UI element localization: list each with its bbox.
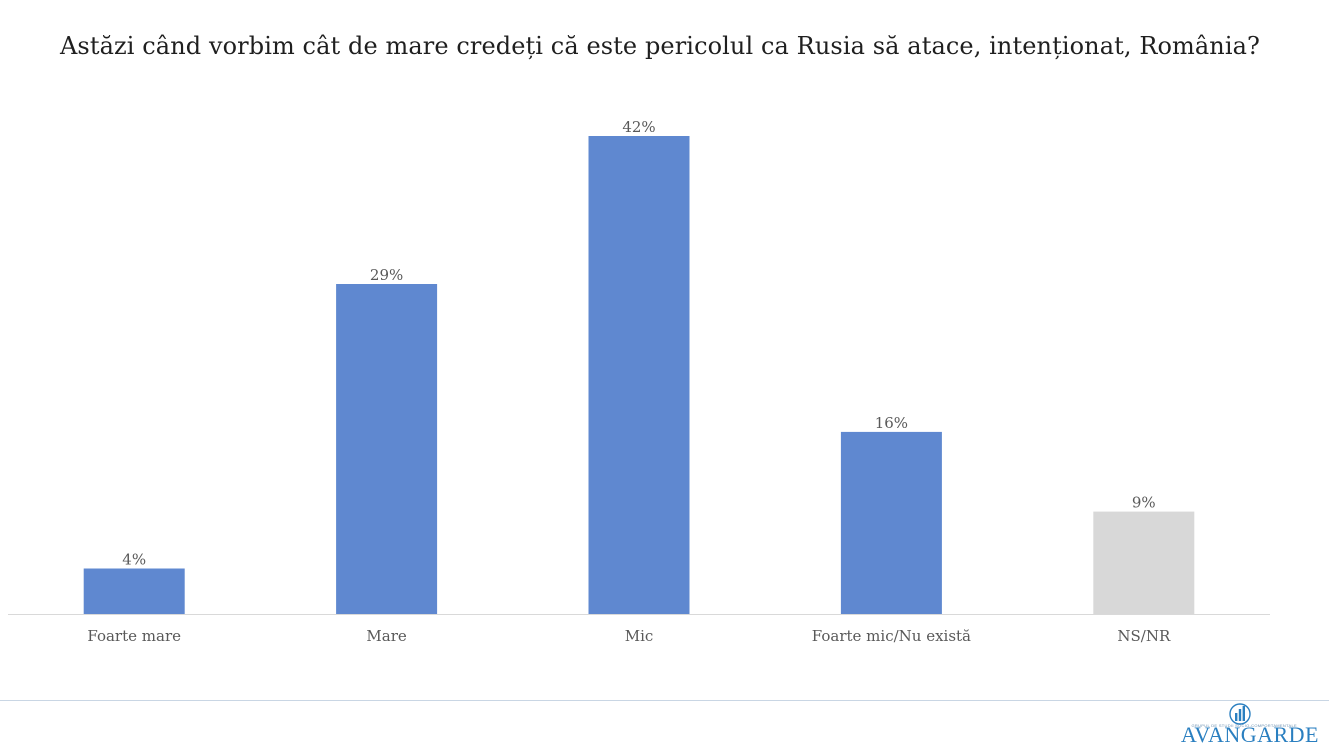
logo-wordmark: AVANGARDE (1180, 722, 1319, 747)
category-label: Mic (625, 627, 654, 645)
bar-value-label: 4% (122, 551, 146, 569)
category-label: Mare (366, 627, 406, 645)
category-label: Foarte mic/Nu există (812, 627, 971, 645)
bar-1 (336, 284, 438, 614)
footer-divider (0, 700, 1329, 701)
category-label: NS/NR (1117, 627, 1171, 645)
avangarde-logo: GRUPUL DE STUDII SOCIO-COMPORTAMENTALE A… (1169, 702, 1319, 748)
bar-value-label: 9% (1132, 494, 1156, 512)
bar-4 (1093, 511, 1195, 614)
bar-0 (83, 568, 185, 614)
bar-3 (840, 431, 942, 614)
logo-tagline: GRUPUL DE STUDII SOCIO-COMPORTAMENTALE (1191, 723, 1297, 728)
chart-title: Astăzi când vorbim cât de mare credeți c… (60, 32, 1261, 60)
bar-chart: 4% Foarte mare 29% Mare 42% Mic 16% Foarte mic/… (8, 118, 1270, 645)
bar-value-label: 42% (622, 118, 655, 136)
bar-value-label: 16% (875, 414, 908, 432)
category-label: Foarte mare (87, 627, 181, 645)
bar-value-label: 29% (370, 266, 403, 284)
bar-2 (588, 136, 690, 614)
logo-mark-icon (1229, 703, 1251, 725)
